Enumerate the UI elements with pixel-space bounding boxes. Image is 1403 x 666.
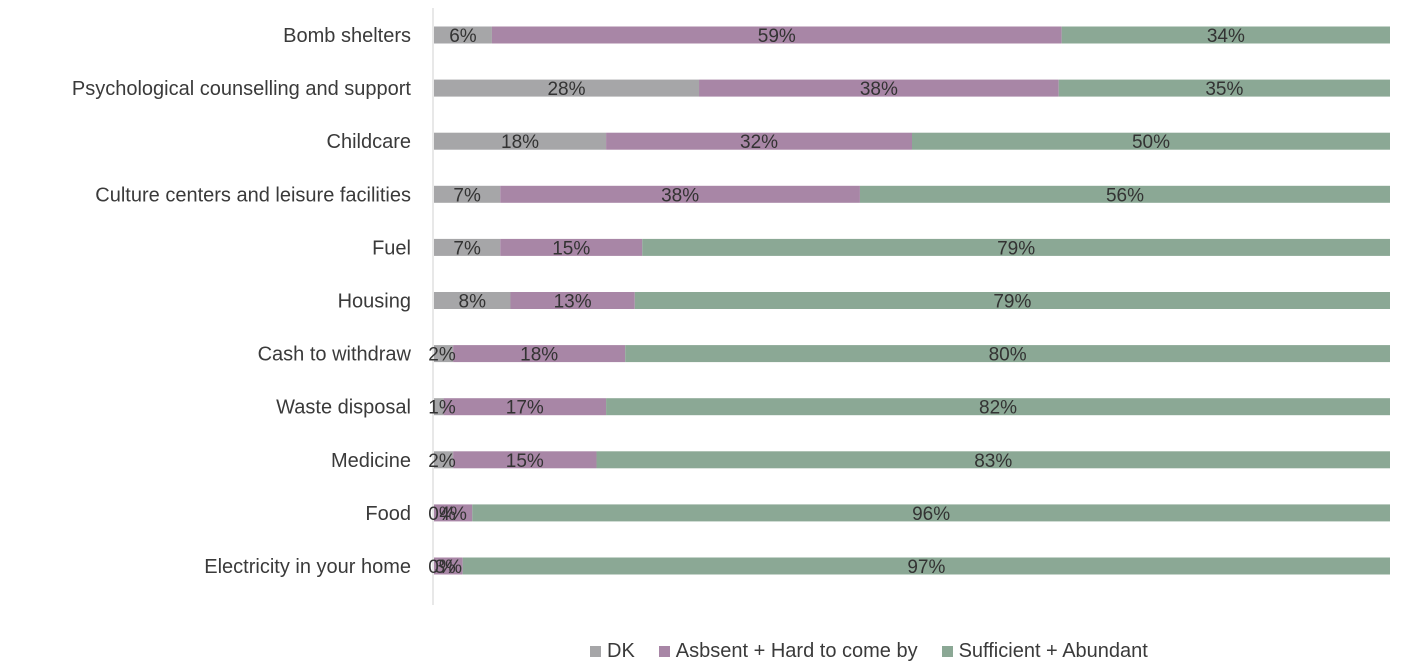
bar-segment: [500, 238, 643, 256]
bar-segment: [434, 398, 444, 416]
data-label: 83%: [974, 451, 1012, 472]
data-label: 6%: [449, 26, 477, 47]
legend-swatch: [590, 645, 601, 657]
data-label: 32%: [740, 132, 778, 153]
data-label: 15%: [506, 451, 544, 472]
legend-swatch: [941, 645, 953, 657]
bar-segment: [453, 451, 597, 469]
data-label: 15%: [552, 238, 590, 259]
bar-segment: [434, 79, 700, 97]
data-label: 1%: [428, 398, 456, 419]
bar-segment: [443, 398, 607, 416]
legend-label: Sufficient + Abundant: [958, 639, 1148, 662]
category-label: Childcare: [327, 131, 411, 153]
bar-segment: [434, 451, 454, 469]
category-label: Fuel: [372, 237, 411, 259]
bar-segment: [912, 132, 1390, 150]
bar-segment: [606, 132, 912, 150]
data-label: 59%: [758, 26, 796, 47]
category-labels-group: Bomb shelters Psychological counselling a…: [72, 25, 412, 578]
bar-segment: [596, 451, 1390, 469]
data-label: 8%: [459, 292, 487, 313]
data-label: 13%: [554, 292, 592, 313]
category-label: Medicine: [331, 450, 411, 472]
legend-item: Asbsent + Hard to come by: [658, 639, 918, 663]
data-label: 38%: [860, 79, 898, 100]
category-label: Culture centers and leisure facilities: [95, 184, 411, 206]
data-label: 4%: [439, 504, 467, 525]
bar-segment: [1061, 26, 1390, 44]
bars-group: [434, 26, 1390, 575]
legend-swatch: [658, 645, 670, 657]
data-label: 50%: [1132, 132, 1170, 153]
bar-segment: [462, 557, 1390, 575]
data-labels-group: 6% 59% 34% 28% 38% 35% 18% 32% 50% 7% 38% 56% 7% 15% 7…: [428, 26, 1245, 578]
bar-segment: [434, 345, 454, 363]
data-label: 35%: [1205, 79, 1243, 100]
bar-segment: [510, 292, 635, 309]
data-label: 17%: [506, 398, 544, 419]
data-label: 18%: [520, 345, 558, 366]
data-label: 56%: [1106, 185, 1144, 206]
legend-item: DK: [590, 640, 635, 663]
bar-segment: [491, 26, 1062, 44]
category-label: Psychological counselling and support: [72, 78, 412, 100]
bar-segment: [434, 557, 463, 575]
bar-segment: [434, 238, 501, 256]
bar-segment: [434, 132, 607, 150]
category-label: Bomb shelters: [283, 25, 411, 47]
bar-segment: [472, 504, 1390, 522]
category-label: Electricity in your home: [204, 556, 411, 578]
legend: DK Asbsent + Hard to come by Sufficient + …: [590, 636, 1172, 666]
data-label: 82%: [979, 398, 1017, 419]
category-label: Housing: [338, 291, 411, 313]
bar-segment: [434, 26, 492, 44]
bar-segment: [642, 238, 1390, 256]
data-label: 28%: [547, 79, 585, 100]
data-label: 2%: [428, 345, 456, 366]
bar-segment: [606, 398, 1390, 416]
bar-segment: [859, 185, 1390, 203]
bar-segment: [625, 345, 1390, 363]
data-label: 7%: [453, 185, 481, 206]
bar-segment: [434, 185, 501, 203]
bar-segment: [1058, 79, 1390, 97]
data-label: 79%: [993, 292, 1031, 313]
data-label: 2%: [428, 451, 456, 472]
legend-label: DK: [607, 639, 635, 662]
bar-segment: [453, 345, 626, 363]
category-label: Cash to withdraw: [258, 344, 412, 366]
data-label: 97%: [907, 557, 945, 578]
data-label: 3%: [435, 557, 463, 578]
data-label: 79%: [997, 238, 1035, 259]
legend-item: Sufficient + Abundant: [941, 639, 1148, 663]
data-label: 80%: [989, 345, 1027, 366]
bar-segment: [699, 79, 1059, 97]
data-label: 18%: [501, 132, 539, 153]
bar-segment: [434, 504, 473, 522]
category-label: Waste disposal: [276, 397, 411, 419]
data-label: 0%: [428, 557, 456, 578]
bar-segment: [434, 292, 511, 309]
data-label: 0%: [428, 504, 456, 525]
data-label: 7%: [453, 238, 481, 259]
bar-segment: [500, 185, 860, 203]
category-label: Food: [365, 503, 411, 525]
data-label: 34%: [1207, 26, 1245, 47]
bar-segment: [634, 292, 1390, 309]
data-label: 38%: [661, 185, 699, 206]
data-label: 96%: [912, 504, 950, 525]
legend-label: Asbsent + Hard to come by: [675, 639, 918, 662]
